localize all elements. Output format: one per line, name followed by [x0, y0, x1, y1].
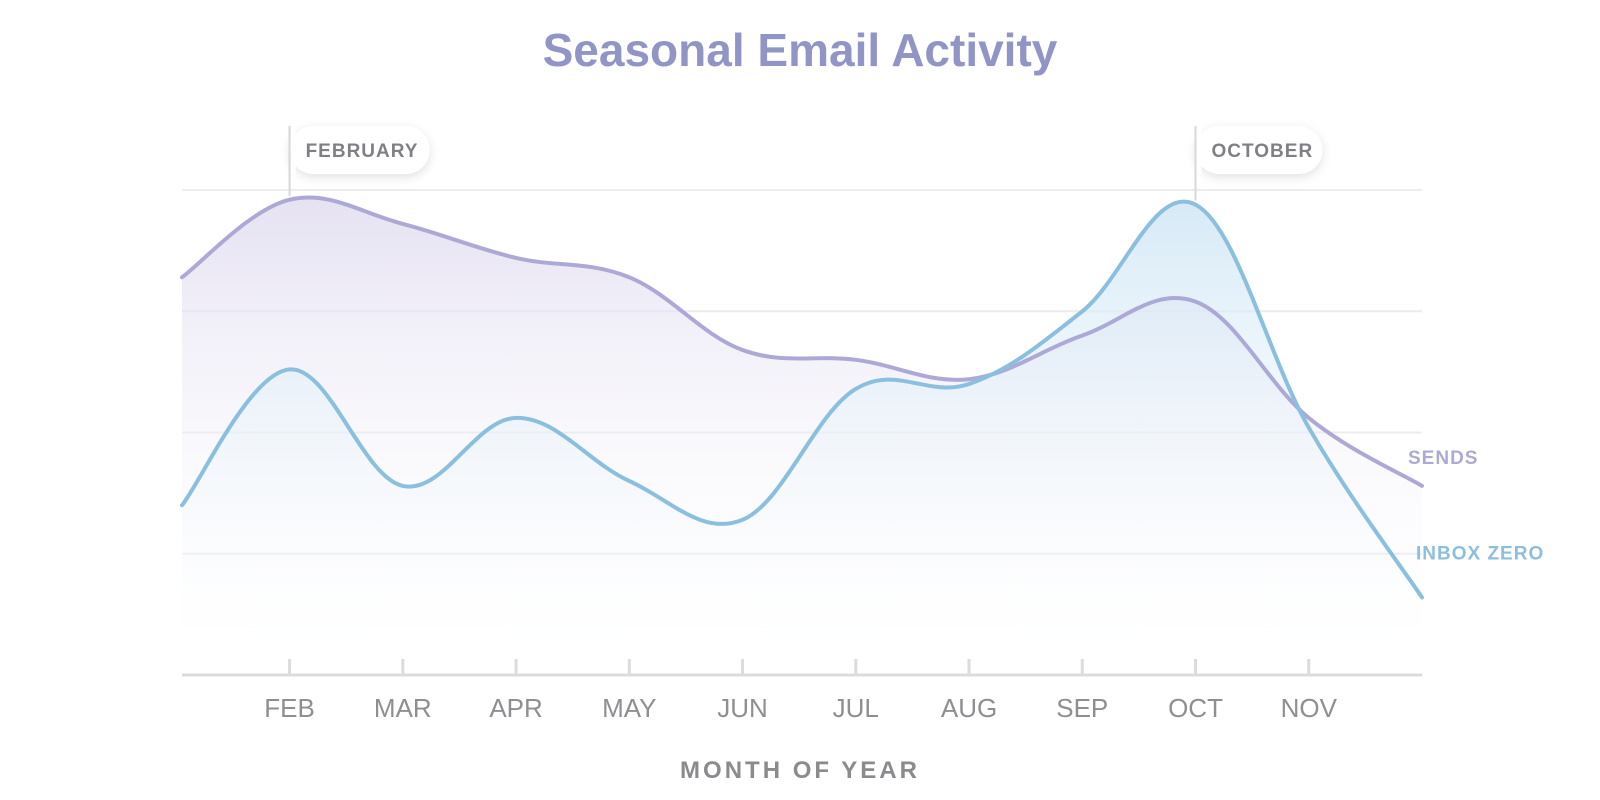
x-tick-label-may: MAY — [602, 693, 656, 723]
series-lines — [180, 195, 1424, 600]
annotation-box-october — [1195, 126, 1323, 174]
annotation-labels: FEBRUARY OCTOBER — [288, 126, 1323, 174]
x-tick-label-jul: JUL — [833, 693, 879, 723]
x-tick-label-mar: MAR — [374, 693, 432, 723]
x-tick-label-jun: JUN — [717, 693, 768, 723]
legend-label-sends: SENDS — [1408, 448, 1478, 469]
annotation-label-february: FEBRUARY — [306, 141, 419, 162]
annotation-box-edge-february — [289, 126, 296, 174]
annotation-box-edge-october — [1195, 126, 1202, 174]
x-tick-label-sep: SEP — [1056, 693, 1108, 723]
x-tick-label-feb: FEB — [264, 693, 315, 723]
x-axis-title: MONTH OF YEAR — [680, 757, 920, 784]
series-legend: SENDS INBOX ZERO — [1408, 448, 1544, 565]
annotation-label-october: OCTOBER — [1212, 141, 1314, 162]
x-tick-label-apr: APR — [489, 693, 542, 723]
inbox-zero-line — [180, 199, 1424, 600]
series-areas — [182, 197, 1422, 676]
legend-label-inbox-zero: INBOX ZERO — [1416, 543, 1544, 564]
x-tick-label-oct: OCT — [1168, 693, 1223, 723]
x-axis: FEB MAR APR MAY JUN JUL AUG SEP OCT NOV — [182, 659, 1422, 723]
x-tick-label-nov: NOV — [1281, 693, 1338, 723]
x-tick-label-aug: AUG — [941, 693, 997, 723]
sends-line — [180, 195, 1424, 488]
chart-title: Seasonal Email Activity — [543, 24, 1058, 76]
annotation-box-february — [289, 126, 430, 174]
